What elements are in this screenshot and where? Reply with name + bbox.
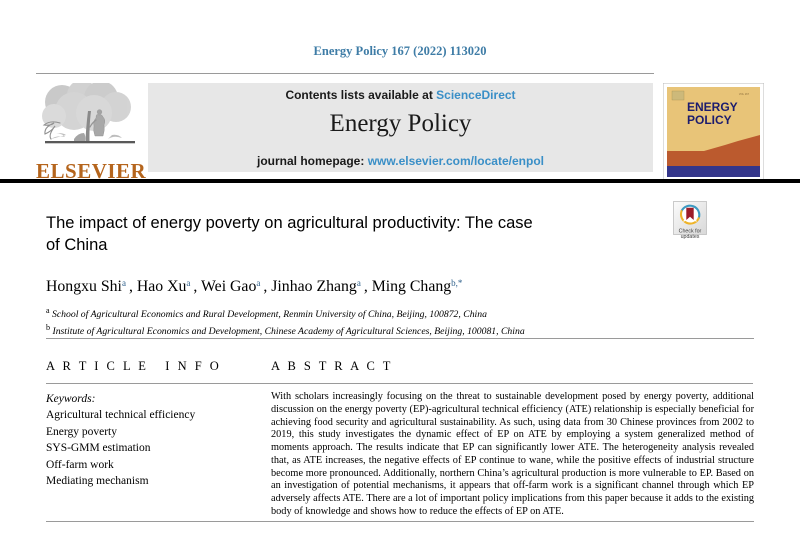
svg-text:ENERGY: ENERGY <box>687 100 738 114</box>
svg-text:VOL 167: VOL 167 <box>739 92 750 96</box>
svg-text:updates: updates <box>681 234 700 239</box>
svg-text:POLICY: POLICY <box>687 113 732 127</box>
